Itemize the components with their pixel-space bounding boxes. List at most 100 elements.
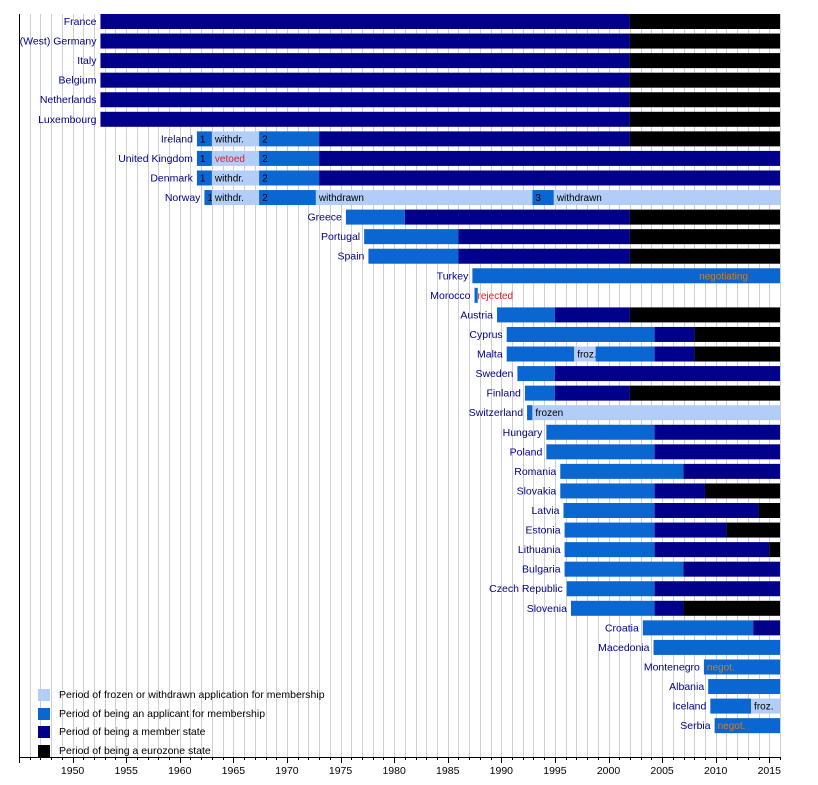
bar-segment-member bbox=[654, 542, 770, 558]
bar-segment-member bbox=[654, 503, 759, 518]
bar-segment-eurozone bbox=[704, 483, 780, 499]
legend-swatch-member bbox=[38, 726, 50, 739]
bar-segment-eurozone bbox=[629, 229, 780, 245]
x-tick-label: 2015 bbox=[758, 765, 782, 777]
bar-segment-applicant bbox=[259, 170, 320, 186]
country-label-ireland: Ireland bbox=[161, 133, 193, 145]
legend-item-eurozone: Period of being a eurozone state bbox=[38, 742, 325, 761]
country-label-united-kingdom: United Kingdom bbox=[118, 153, 193, 165]
country-label-bulgaria: Bulgaria bbox=[522, 564, 561, 576]
bar-segment-eurozone bbox=[629, 248, 780, 264]
bar-label: negot. bbox=[718, 721, 746, 732]
country-label-sweden: Sweden bbox=[475, 368, 513, 380]
x-tick-label: 1990 bbox=[490, 765, 514, 777]
bar-segment-applicant bbox=[703, 659, 780, 675]
bar-segment-applicant bbox=[546, 424, 655, 440]
country-label-netherlands: Netherlands bbox=[40, 94, 97, 106]
country-label-estonia: Estonia bbox=[526, 525, 561, 537]
bar-segment-applicant bbox=[204, 190, 212, 206]
bar-label: withdrawn bbox=[318, 193, 364, 204]
legend-swatch-applicant bbox=[38, 707, 50, 720]
bar-label: vetoed bbox=[215, 154, 245, 165]
x-tick-label: 1975 bbox=[329, 765, 353, 777]
bar-segment-applicant bbox=[527, 405, 533, 421]
country-label-switzerland: Switzerland bbox=[469, 407, 523, 419]
country-label-west-germany: (West) Germany bbox=[20, 36, 98, 48]
bar-label: froz. bbox=[754, 702, 773, 713]
country-label-hungary: Hungary bbox=[503, 427, 543, 439]
bar-segment-applicant bbox=[546, 444, 655, 460]
legend: Period of frozen or withdrawn applicatio… bbox=[38, 686, 325, 760]
bar-segment-eurozone bbox=[629, 72, 780, 88]
country-label-italy: Italy bbox=[77, 55, 97, 67]
bar-segment-member bbox=[100, 53, 630, 69]
country-label-norway: Norway bbox=[165, 192, 201, 204]
bar-segment-member bbox=[100, 14, 630, 29]
bar-segment-member bbox=[554, 307, 630, 323]
bar-segment-applicant bbox=[506, 346, 575, 362]
bar-segment-frozen bbox=[211, 150, 260, 166]
bar-segment-member bbox=[654, 522, 727, 538]
bar-segment-frozen bbox=[751, 698, 780, 714]
bar-segment-applicant bbox=[564, 561, 684, 577]
bar-segment-eurozone bbox=[629, 209, 780, 225]
bar-segment-applicant bbox=[564, 522, 655, 538]
bar-segment-applicant bbox=[368, 248, 459, 264]
bar-label: 2 bbox=[262, 134, 268, 145]
bar-label: negot. bbox=[707, 662, 735, 673]
x-tick-label: 2010 bbox=[704, 765, 728, 777]
bar-segment-member bbox=[683, 463, 780, 479]
x-tick-label: 1950 bbox=[61, 765, 85, 777]
bar-label: withdr. bbox=[214, 193, 244, 204]
bar-segment-member bbox=[100, 72, 630, 88]
bar-label: 2 bbox=[262, 173, 268, 184]
bar-segment-applicant bbox=[560, 483, 655, 499]
bar-segment-member bbox=[654, 483, 705, 499]
country-label-cyprus: Cyprus bbox=[469, 329, 502, 341]
country-label-finland: Finland bbox=[486, 388, 521, 400]
bar-segment-eurozone bbox=[694, 346, 780, 362]
country-label-turkey: Turkey bbox=[437, 270, 469, 282]
country-label-latvia: Latvia bbox=[531, 505, 559, 517]
bar-label: froz. bbox=[577, 350, 596, 361]
bar-segment-frozen bbox=[211, 190, 260, 206]
legend-label-frozen: Period of frozen or withdrawn applicatio… bbox=[59, 689, 325, 702]
bar-segment-applicant bbox=[570, 600, 655, 616]
bar-segment-member bbox=[654, 444, 780, 460]
bar-segment-eurozone bbox=[683, 600, 780, 616]
country-label-denmark: Denmark bbox=[150, 172, 193, 184]
bar-segment-member bbox=[654, 424, 780, 440]
bar-segment-eurozone bbox=[694, 326, 780, 342]
bar-segment-frozen bbox=[211, 170, 260, 186]
bar-segment-member bbox=[683, 561, 780, 577]
bar-segment-member bbox=[654, 326, 695, 342]
bar-segment-applicant bbox=[497, 307, 555, 323]
bar-segment-member bbox=[319, 131, 630, 147]
bar-label: withdr. bbox=[214, 134, 244, 145]
bar-segment-applicant bbox=[714, 718, 780, 734]
country-label-luxembourg: Luxembourg bbox=[38, 114, 97, 126]
legend-label-applicant: Period of being an applicant for members… bbox=[59, 707, 266, 720]
bar-label: 1 bbox=[207, 193, 213, 204]
bar-segment-frozen bbox=[574, 346, 596, 362]
x-tick-label: 1995 bbox=[543, 765, 567, 777]
bar-segment-applicant bbox=[595, 346, 655, 362]
bar-segment-member bbox=[753, 620, 780, 636]
x-tick-label: 1985 bbox=[436, 765, 460, 777]
bar-segment-applicant bbox=[560, 463, 684, 479]
bar-segment-member bbox=[654, 346, 695, 362]
bar-segment-applicant bbox=[710, 698, 752, 714]
bar-label: negotiating bbox=[699, 271, 748, 282]
bar-segment-applicant bbox=[564, 542, 655, 558]
bar-segment-eurozone bbox=[629, 33, 780, 49]
bar-segment-applicant bbox=[259, 150, 320, 166]
bar-segment-member bbox=[100, 111, 630, 127]
bar-segment-member bbox=[100, 33, 630, 49]
legend-item-applicant: Period of being an applicant for members… bbox=[38, 705, 325, 724]
country-label-slovenia: Slovenia bbox=[527, 603, 567, 615]
bar-segment-applicant bbox=[345, 209, 405, 225]
bar-label: frozen bbox=[535, 408, 563, 419]
x-tick-label: 2005 bbox=[650, 765, 674, 777]
x-tick-label: 2000 bbox=[597, 765, 621, 777]
